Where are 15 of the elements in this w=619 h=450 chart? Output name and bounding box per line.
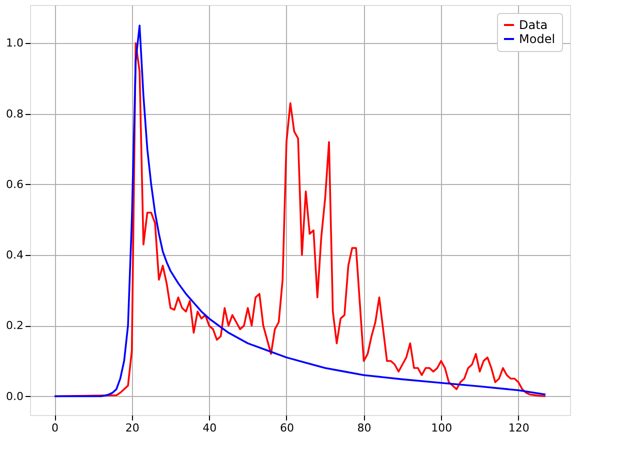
- y-tick-label: 0.0: [6, 390, 24, 403]
- x-tick-label: 120: [508, 422, 530, 434]
- x-tick-label: 100: [431, 422, 452, 434]
- x-tick-label: 80: [357, 422, 372, 434]
- x-tick-label: 0: [52, 422, 59, 434]
- y-tick-label: 0.4: [6, 248, 24, 262]
- x-tick-label: 60: [280, 422, 294, 434]
- y-tick-label: 0.8: [6, 107, 24, 120]
- legend-label: Model: [519, 32, 556, 46]
- y-tick-label: 0.2: [6, 319, 24, 332]
- y-tick-label: 1.0: [6, 36, 24, 50]
- x-tick-label: 20: [125, 422, 140, 434]
- x-tick-label: 40: [202, 422, 217, 434]
- y-tick-label: 0.6: [6, 178, 24, 191]
- legend-label: Data: [519, 18, 548, 32]
